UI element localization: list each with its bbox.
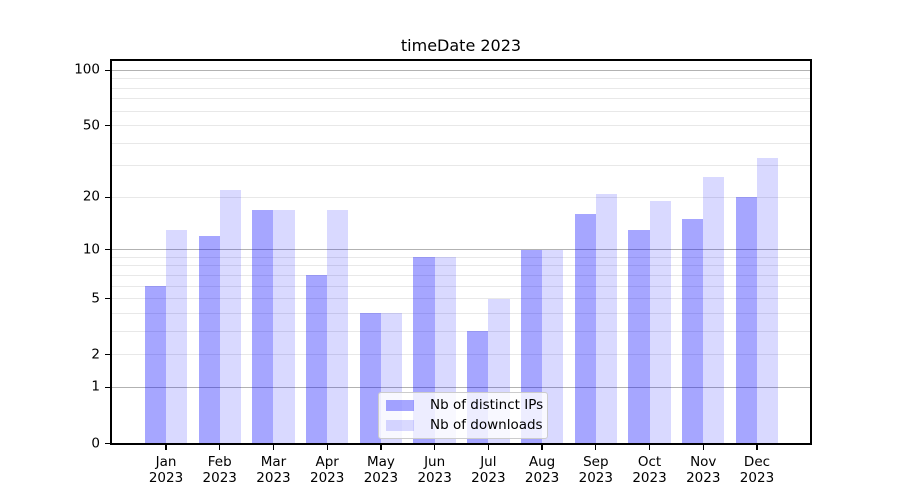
bar-downloads-mar xyxy=(273,209,295,444)
gridline-minor xyxy=(112,78,810,80)
spine-left xyxy=(110,59,112,446)
y-tick-label-100: 100 xyxy=(74,61,100,78)
x-tick-label-jun: Jun 2023 xyxy=(417,453,452,486)
y-tick-mark-20 xyxy=(105,196,110,198)
bar-distinct-ips-feb xyxy=(198,236,220,444)
x-tick-label-feb: Feb 2023 xyxy=(202,453,237,486)
bar-distinct-ips-oct xyxy=(628,230,650,444)
y-tick-mark-1 xyxy=(105,386,110,389)
y-tick-label-50: 50 xyxy=(82,116,100,133)
y-tick-mark-50 xyxy=(105,124,110,127)
gridline-minor xyxy=(112,330,810,332)
spine-top xyxy=(110,59,812,61)
legend-entry-distinct-ips: Nb of distinct IPs xyxy=(386,398,543,413)
bar-downloads-sep xyxy=(595,193,617,444)
bar-distinct-ips-mar xyxy=(252,209,274,444)
spine-bottom xyxy=(110,442,812,445)
gridline-minor xyxy=(112,110,810,112)
x-tick-label-oct: Oct 2023 xyxy=(632,453,667,486)
bar-distinct-ips-jan xyxy=(144,286,166,444)
bar-distinct-ips-apr xyxy=(305,275,328,444)
bar-downloads-nov xyxy=(703,176,725,444)
y-tick-label-0: 0 xyxy=(91,434,100,451)
bar-distinct-ips-nov xyxy=(682,219,704,444)
gridline-minor xyxy=(112,98,810,100)
legend-label-distinct-ips: Nb of distinct IPs xyxy=(430,397,544,413)
legend-entry-downloads: Nb of downloads xyxy=(386,418,543,433)
y-tick-label-2: 2 xyxy=(91,345,100,362)
gridline-major xyxy=(112,249,810,251)
gridline-major xyxy=(112,69,810,71)
x-tick-mark-nov xyxy=(702,444,704,450)
x-tick-mark-jun xyxy=(433,444,436,450)
y-tick-mark-2 xyxy=(105,354,110,356)
legend: Nb of distinct IPs Nb of downloads xyxy=(378,392,548,439)
x-tick-mark-aug xyxy=(541,444,543,450)
bar-downloads-apr xyxy=(327,209,349,444)
y-tick-mark-0 xyxy=(105,442,110,445)
gridline-minor xyxy=(112,274,810,276)
gridline-minor xyxy=(112,125,810,127)
y-tick-mark-5 xyxy=(105,297,110,300)
x-tick-label-dec: Dec 2023 xyxy=(739,453,775,486)
x-tick-label-may: May 2023 xyxy=(363,453,399,486)
gridline-minor xyxy=(112,87,810,89)
y-tick-mark-100 xyxy=(105,69,110,71)
bar-distinct-ips-dec xyxy=(735,197,757,444)
spine-right xyxy=(810,59,812,446)
x-tick-mark-apr xyxy=(326,444,328,450)
x-tick-mark-mar xyxy=(272,444,275,450)
y-tick-mark-10 xyxy=(105,248,110,251)
gridline-minor xyxy=(112,285,810,287)
chart-title: timeDate 2023 xyxy=(400,36,522,55)
gridline-minor xyxy=(112,265,810,267)
x-tick-label-apr: Apr 2023 xyxy=(309,453,345,486)
gridline-minor xyxy=(112,312,810,314)
y-tick-label-20: 20 xyxy=(82,188,100,205)
gridline-minor xyxy=(112,142,810,144)
x-tick-mark-jul xyxy=(487,444,489,450)
gridline-minor xyxy=(112,256,810,258)
legend-label-downloads: Nb of downloads xyxy=(430,417,543,433)
x-tick-label-nov: Nov 2023 xyxy=(686,453,721,486)
gridline-minor xyxy=(112,354,810,356)
y-tick-label-5: 5 xyxy=(91,289,100,306)
x-tick-label-sep: Sep 2023 xyxy=(578,453,613,486)
bar-distinct-ips-may xyxy=(359,313,381,444)
gridline-major xyxy=(112,386,810,388)
gridline-minor xyxy=(112,298,810,300)
x-tick-mark-oct xyxy=(648,444,651,450)
gridline-minor xyxy=(112,196,810,198)
legend-swatch-distinct-ips xyxy=(386,400,414,411)
bar-downloads-jan xyxy=(166,230,188,444)
y-tick-label-10: 10 xyxy=(82,240,100,257)
x-tick-label-jan: Jan 2023 xyxy=(148,453,184,486)
x-tick-mark-feb xyxy=(219,444,221,450)
x-tick-label-jul: Jul 2023 xyxy=(471,453,506,486)
x-tick-mark-dec xyxy=(756,444,758,450)
bar-distinct-ips-sep xyxy=(574,214,596,444)
bar-downloads-oct xyxy=(649,201,671,444)
gridline-minor xyxy=(112,165,810,167)
bar-downloads-dec xyxy=(756,158,779,444)
y-tick-label-1: 1 xyxy=(91,378,100,395)
x-tick-mark-may xyxy=(380,444,382,450)
x-tick-label-mar: Mar 2023 xyxy=(256,453,291,486)
x-tick-label-aug: Aug 2023 xyxy=(524,453,560,486)
bar-downloads-feb xyxy=(219,189,241,444)
x-tick-mark-jan xyxy=(165,444,167,450)
x-tick-mark-sep xyxy=(595,444,597,450)
legend-swatch-downloads xyxy=(386,420,414,431)
